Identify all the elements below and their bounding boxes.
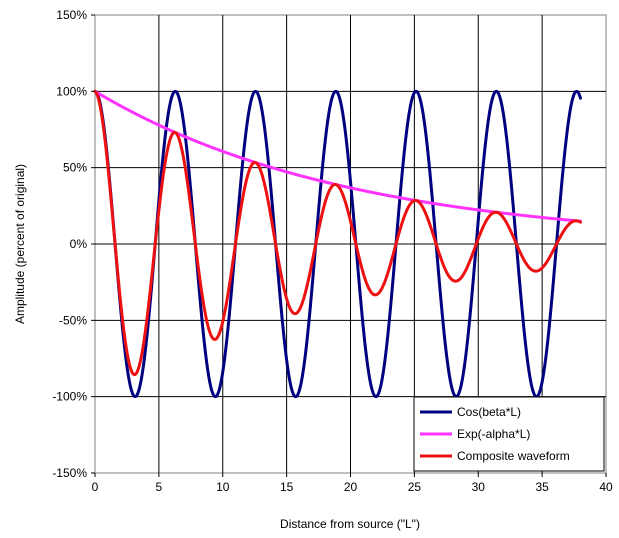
y-tick-label: 100% — [56, 84, 87, 98]
tick-labels: 0 5 10 15 20 25 30 35 40 150% 100% 50% 0% -50% -100% -1… — [52, 8, 613, 494]
x-tick-label: 15 — [280, 480, 294, 494]
x-tick-label: 10 — [216, 480, 230, 494]
legend-label: Composite waveform — [457, 449, 570, 463]
x-tick-label: 20 — [344, 480, 358, 494]
x-tick-label: 0 — [92, 480, 99, 494]
x-tick-label: 5 — [156, 480, 163, 494]
series-layer — [93, 89, 582, 399]
legend: Cos(beta*L) Exp(-alpha*L) Composite wavefo… — [413, 396, 605, 472]
x-tick-label: 40 — [599, 480, 613, 494]
y-tick-label: 50% — [63, 161, 87, 175]
legend-label: Cos(beta*L) — [457, 405, 521, 419]
x-tick-label: 35 — [535, 480, 549, 494]
y-tick-label: 0% — [70, 237, 88, 251]
y-tick-label: -50% — [59, 313, 87, 327]
x-tick-label: 25 — [408, 480, 422, 494]
x-tick-label: 30 — [472, 480, 486, 494]
y-axis-title: Amplitude (percent of original) — [13, 164, 27, 324]
y-tick-label: -100% — [52, 390, 87, 404]
x-axis-title: Distance from source ("L") — [280, 517, 420, 531]
series-line-composite-waveform — [93, 89, 582, 377]
series-line-cos-beta-l — [93, 89, 582, 399]
y-tick-label: -150% — [52, 466, 87, 480]
y-tick-label: 150% — [56, 8, 87, 22]
legend-label: Exp(-alpha*L) — [457, 427, 530, 441]
